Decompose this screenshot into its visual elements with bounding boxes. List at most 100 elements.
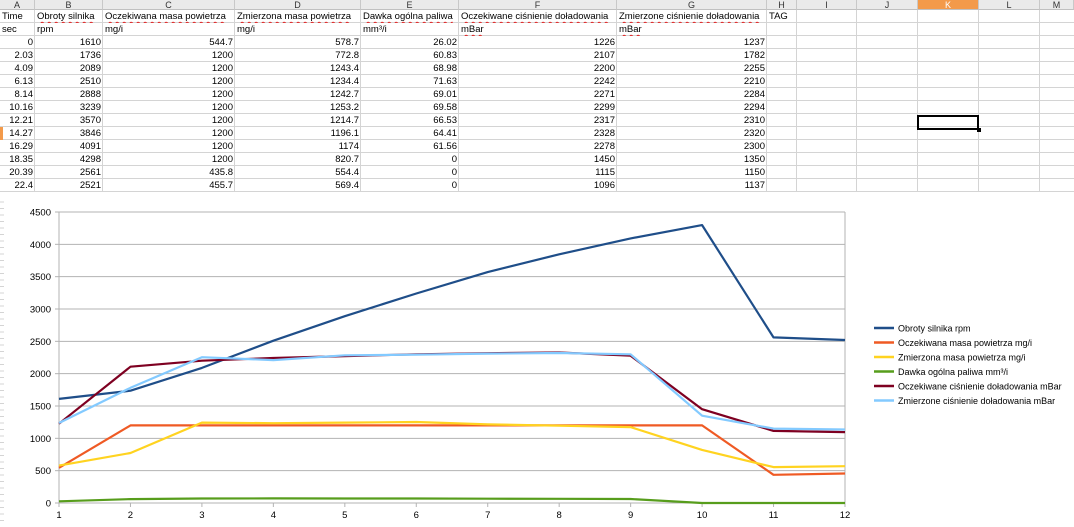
cell-c7[interactable]: 1200 (211, 89, 233, 100)
cell-d10[interactable]: 1196.1 (330, 128, 359, 139)
cell-a12[interactable]: 18.35 (9, 154, 33, 165)
cell-e13[interactable]: 0 (451, 167, 457, 178)
cell-b7[interactable]: 2888 (79, 89, 101, 100)
cell-g11[interactable]: 2300 (743, 141, 765, 152)
cell-g5[interactable]: 2255 (743, 63, 765, 74)
cell-e10[interactable]: 64.41 (433, 128, 457, 139)
cell-g7[interactable]: 2284 (743, 89, 765, 100)
cell-d13[interactable]: 554.4 (335, 167, 359, 178)
cell-d5[interactable]: 1243.4 (329, 63, 359, 74)
cell-c12[interactable]: 1200 (211, 154, 233, 165)
cell-b9[interactable]: 3570 (79, 115, 101, 126)
cell-d3[interactable]: 578.7 (335, 37, 359, 48)
cell-f3[interactable]: 1226 (593, 37, 615, 48)
column-header-j[interactable]: J (857, 0, 918, 10)
column-header-i[interactable]: I (797, 0, 857, 10)
column-header-g[interactable]: G (617, 0, 767, 10)
cell-b13[interactable]: 2561 (79, 167, 101, 178)
cell-e2[interactable]: mm³/i (363, 24, 387, 35)
cell-e6[interactable]: 71.63 (433, 76, 457, 87)
cell-b2[interactable]: rpm (37, 24, 54, 35)
cell-g2[interactable]: mBar (617, 23, 767, 36)
cell-d14[interactable]: 569.4 (335, 180, 359, 191)
cell-c4[interactable]: 1200 (211, 50, 233, 61)
cell-f1[interactable]: Oczekiwane ciśnienie doładowania (459, 10, 617, 23)
cell-a7[interactable]: 8.14 (14, 89, 34, 100)
cell-g10[interactable]: 2320 (743, 128, 765, 139)
cell-f13[interactable]: 1115 (595, 167, 615, 178)
cell-a4[interactable]: 2.03 (14, 50, 34, 61)
cell-g8[interactable]: 2294 (743, 102, 765, 113)
cell-a14[interactable]: 22.4 (14, 180, 34, 191)
cell-g1[interactable]: Zmierzone ciśnienie doładowania (617, 10, 767, 23)
cell-c2[interactable]: mg/i (105, 24, 123, 35)
cell-e5[interactable]: 68.98 (433, 63, 457, 74)
cell-b4[interactable]: 1736 (79, 50, 101, 61)
cell-b5[interactable]: 2089 (79, 63, 101, 74)
cell-f2[interactable]: mBar (459, 23, 617, 36)
cell-c1[interactable]: Oczekiwana masa powietrza (103, 10, 235, 23)
cell-a11[interactable]: 16.29 (9, 141, 33, 152)
cell-f12[interactable]: 1450 (593, 154, 615, 165)
cell-g3[interactable]: 1237 (743, 37, 765, 48)
cell-e4[interactable]: 60.83 (433, 50, 457, 61)
cell-d6[interactable]: 1234.4 (329, 76, 359, 87)
column-header-e[interactable]: E (361, 0, 459, 10)
cell-b6[interactable]: 2510 (79, 76, 101, 87)
cell-d2[interactable]: mg/i (237, 24, 255, 35)
cell-a10[interactable]: 14.27 (9, 128, 33, 139)
cell-a9[interactable]: 12.21 (9, 115, 33, 126)
cell-f7[interactable]: 2271 (593, 89, 615, 100)
cell-a5[interactable]: 4.09 (14, 63, 34, 74)
cell-g9[interactable]: 2310 (743, 115, 765, 126)
cell-e8[interactable]: 69.58 (433, 102, 457, 113)
cell-a13[interactable]: 20.39 (9, 167, 33, 178)
cell-c13[interactable]: 435.8 (209, 167, 233, 178)
cell-e12[interactable]: 0 (451, 154, 457, 165)
cell-a1[interactable]: Time (2, 11, 23, 22)
cell-g6[interactable]: 2210 (743, 76, 765, 87)
column-header-a[interactable]: A (0, 0, 35, 10)
cell-c5[interactable]: 1200 (211, 63, 233, 74)
column-header-k[interactable]: K (918, 0, 979, 10)
cell-a8[interactable]: 10.16 (9, 102, 33, 113)
cell-c6[interactable]: 1200 (211, 76, 233, 87)
cell-f6[interactable]: 2242 (593, 76, 615, 87)
cell-a6[interactable]: 6.13 (14, 76, 34, 87)
cell-b10[interactable]: 3846 (79, 128, 101, 139)
column-header-d[interactable]: D (235, 0, 361, 10)
cell-b11[interactable]: 4091 (79, 141, 101, 152)
cell-c3[interactable]: 544.7 (209, 37, 233, 48)
cell-a2[interactable]: sec (2, 24, 17, 35)
fill-handle[interactable] (977, 128, 981, 132)
cell-e7[interactable]: 69.01 (433, 89, 457, 100)
cell-f14[interactable]: 1096 (593, 180, 615, 191)
cell-d9[interactable]: 1214.7 (329, 115, 359, 126)
cell-b12[interactable]: 4298 (79, 154, 101, 165)
cell-e11[interactable]: 61.56 (433, 141, 457, 152)
cell-c10[interactable]: 1200 (211, 128, 233, 139)
cell-a3[interactable]: 0 (27, 37, 33, 48)
cell-b1[interactable]: Obroty silnika (35, 10, 103, 23)
cell-c11[interactable]: 1200 (211, 141, 233, 152)
cell-f5[interactable]: 2200 (593, 63, 615, 74)
cell-f8[interactable]: 2299 (593, 102, 615, 113)
cell-f9[interactable]: 2317 (593, 115, 615, 126)
cell-b14[interactable]: 2521 (79, 180, 101, 191)
cell-d8[interactable]: 1253.2 (329, 102, 359, 113)
cell-d11[interactable]: 1174 (338, 141, 359, 152)
cell-d4[interactable]: 772.8 (335, 50, 359, 61)
cell-d1[interactable]: Zmierzona masa powietrza (235, 10, 361, 23)
column-header-h[interactable]: H (767, 0, 797, 10)
cell-g12[interactable]: 1350 (743, 154, 765, 165)
cell-c8[interactable]: 1200 (211, 102, 233, 113)
column-header-b[interactable]: B (35, 0, 103, 10)
cell-d12[interactable]: 820.7 (335, 154, 359, 165)
cell-f10[interactable]: 2328 (593, 128, 615, 139)
cell-e14[interactable]: 0 (451, 180, 457, 191)
cell-f11[interactable]: 2278 (593, 141, 615, 152)
cell-f4[interactable]: 2107 (593, 50, 615, 61)
cell-g4[interactable]: 1782 (743, 50, 765, 61)
cell-c9[interactable]: 1200 (211, 115, 233, 126)
